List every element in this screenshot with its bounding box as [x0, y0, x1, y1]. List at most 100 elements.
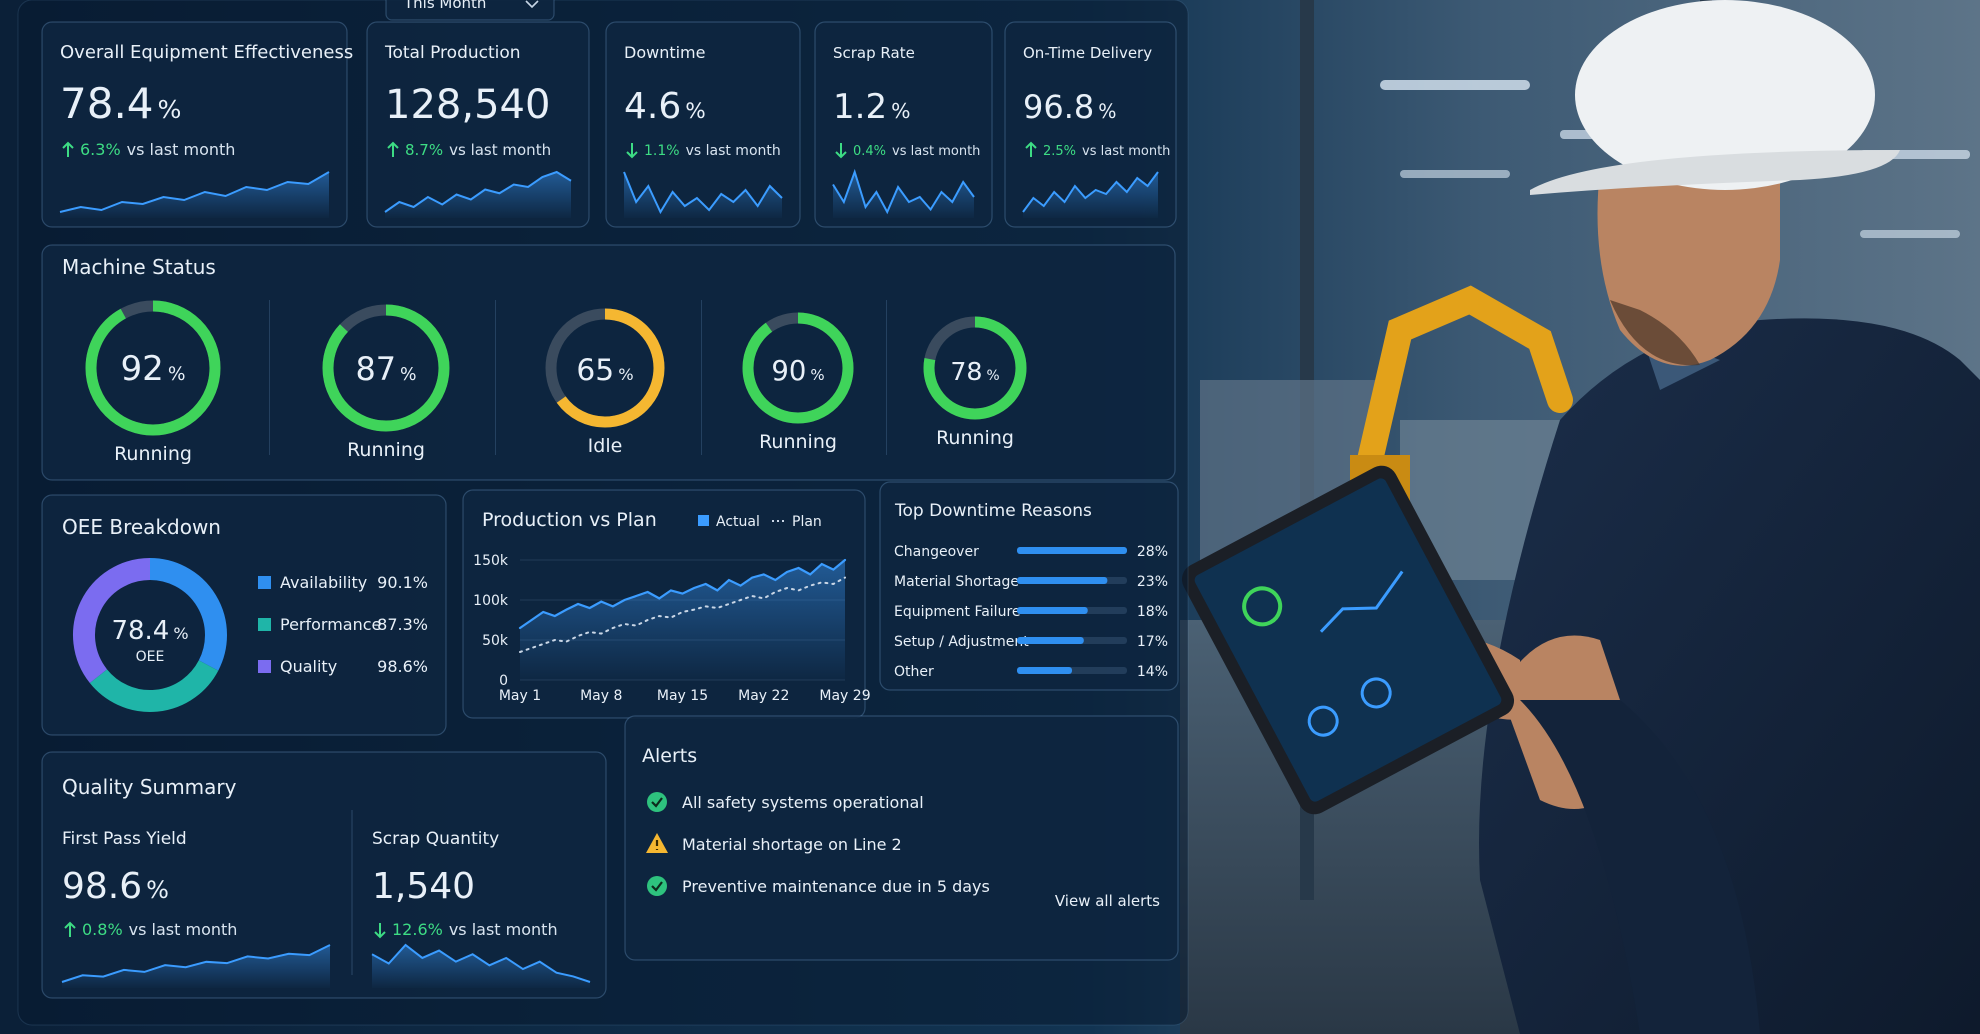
kpi-value: 1.2%	[833, 87, 910, 127]
value: 128,540	[385, 82, 550, 128]
gauge-value: 87%	[355, 350, 416, 388]
panel-title: Quality Summary	[62, 775, 237, 799]
value-label: 98.6%	[377, 657, 428, 676]
value: 4.6	[624, 86, 681, 127]
trend-arrow	[64, 921, 76, 937]
oee-breakdown-panel	[41, 494, 447, 736]
change: 8.7%	[405, 141, 443, 159]
value-label: 87.3%	[377, 615, 428, 634]
change: 1.1%	[644, 143, 680, 159]
change: 0.8%	[82, 920, 123, 939]
unit: %	[987, 368, 1000, 384]
unit: %	[400, 365, 417, 385]
x-tick-label: May 15	[657, 688, 708, 704]
filter-label[interactable]: This Month	[403, 0, 486, 12]
value-label: 17%	[1137, 634, 1168, 650]
unit: %	[173, 624, 188, 643]
kpi-title: On-Time Delivery	[1023, 44, 1152, 62]
area	[520, 560, 845, 680]
machine-status: Running	[936, 427, 1014, 449]
donut-center-value: 78.4%	[111, 616, 188, 646]
value: 78.4	[60, 79, 154, 128]
change-note: vs last month	[892, 144, 980, 159]
legend-swatch	[258, 576, 271, 589]
legend-swatch	[258, 618, 271, 631]
legend-label: Performance	[280, 615, 381, 634]
status-icon-ok	[647, 876, 667, 896]
downtime-panel	[879, 481, 1179, 691]
kpi-title: Downtime	[624, 43, 705, 62]
change-line: 12.6% vs last month	[392, 920, 558, 939]
legend-label: Actual	[716, 514, 760, 530]
view-all-link[interactable]: View all alerts	[1055, 892, 1160, 910]
tablet-gauge	[1242, 586, 1283, 627]
gauge-arc	[85, 300, 221, 436]
panel-title: Alerts	[642, 745, 697, 767]
metric-value: 1,540	[372, 866, 475, 907]
category-label: Equipment Failure	[894, 604, 1021, 620]
change-note: vs last month	[127, 140, 236, 159]
bar	[1017, 667, 1072, 674]
quality-panel	[41, 751, 607, 999]
beard	[1610, 300, 1700, 366]
change-note: vs last month	[449, 141, 551, 159]
panel-title: OEE Breakdown	[62, 515, 221, 539]
gauge-arc	[322, 304, 450, 432]
ceiling-light	[1860, 230, 1960, 238]
donut-segment	[89, 660, 219, 712]
machine-status: Running	[347, 439, 425, 461]
value: 1.2	[833, 87, 887, 127]
machine-status-panel	[41, 244, 1176, 481]
value: 65	[576, 353, 614, 388]
value-label: 14%	[1137, 664, 1168, 680]
sparkline-area	[624, 172, 782, 218]
change-note: vs last month	[129, 920, 238, 939]
x-tick-label: May 8	[580, 688, 622, 704]
check-mark	[651, 881, 663, 892]
bar	[1017, 607, 1088, 614]
change-note: vs last month	[1082, 144, 1170, 159]
category-label: Changeover	[894, 544, 979, 560]
kpi-value: 4.6%	[624, 86, 706, 127]
y-tick-label: 150k	[473, 553, 509, 569]
series-line	[518, 558, 847, 630]
metric-value: 98.6%	[62, 866, 169, 907]
sparkline	[623, 171, 783, 215]
kpi-title: Scrap Rate	[833, 44, 915, 62]
gauge-value: 78%	[950, 357, 999, 386]
change-line: 0.4% vs last month	[853, 144, 980, 159]
x-tick-label: May 22	[738, 688, 789, 704]
ceiling-light	[1380, 80, 1530, 90]
change: 12.6%	[392, 920, 443, 939]
unit: %	[158, 95, 182, 124]
kpi-value: 78.4%	[60, 79, 181, 128]
unit: %	[1098, 100, 1116, 123]
filter-dropdown[interactable]	[385, 0, 555, 21]
panel-title: Top Downtime Reasons	[894, 501, 1092, 521]
sparkline-area	[60, 172, 329, 218]
sparkline	[832, 168, 975, 215]
trend-arrow	[62, 141, 74, 157]
trend-arrow	[1025, 141, 1037, 157]
change-line: 2.5% vs last month	[1043, 144, 1170, 159]
change: 2.5%	[1043, 144, 1076, 159]
kpi-card	[366, 21, 590, 228]
category-label: Setup / Adjustment	[894, 634, 1029, 650]
worker	[1181, 0, 1980, 1034]
change: 6.3%	[80, 140, 121, 159]
gauge-value: 65%	[576, 353, 633, 388]
change-line: 0.8% vs last month	[82, 920, 237, 939]
sparkline	[59, 171, 330, 213]
kpi-card	[41, 21, 348, 228]
x-tick-label: May 1	[499, 688, 541, 704]
sparkline	[384, 170, 572, 213]
metric-title: Scrap Quantity	[372, 829, 499, 849]
y-tick-label: 100k	[473, 593, 509, 609]
change: 0.4%	[853, 144, 886, 159]
alert-text: All safety systems operational	[682, 793, 924, 812]
value-label: 18%	[1137, 604, 1168, 620]
chart-title: Production vs Plan	[482, 509, 657, 531]
check-mark	[651, 797, 663, 808]
machine-status: Idle	[588, 435, 623, 457]
tablet	[1181, 465, 1515, 815]
